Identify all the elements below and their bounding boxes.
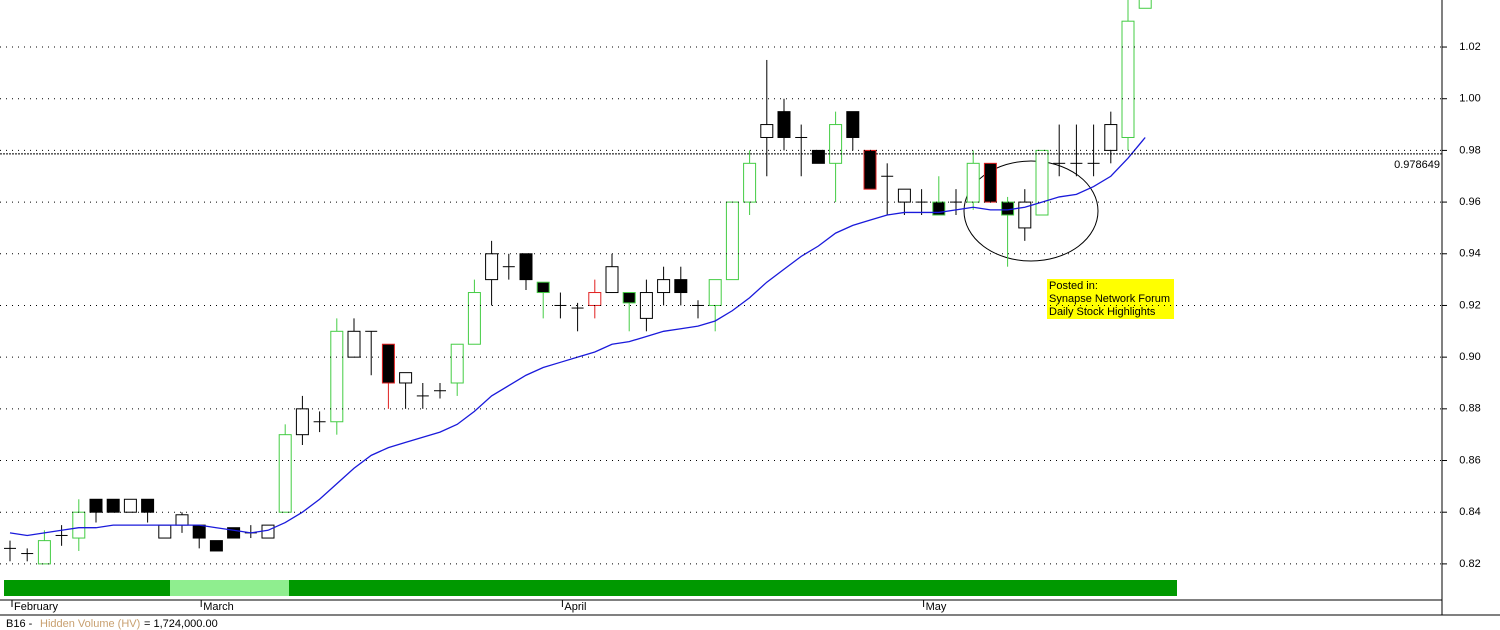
candle-body [123,498,137,513]
x-tick-label: February [14,601,59,613]
footer-indicator: Hidden Volume (HV) [40,618,140,630]
y-tick-label: 0.98 [1459,144,1480,156]
candle-body [897,188,911,203]
candle-body [1035,149,1049,216]
indicator-bar [4,580,170,596]
candle-body [846,111,860,138]
candle-body [295,408,309,436]
candle-body [1138,0,1152,9]
candle-body [1121,20,1135,138]
x-tick-label: April [564,601,586,613]
footer-value: = 1,724,000.00 [144,618,218,630]
candle-body [485,253,499,281]
candle-body [519,253,533,281]
annotation-box [1047,279,1174,319]
candle-body [725,201,739,281]
x-tick-label: March [203,601,234,613]
candle-body [141,498,155,513]
y-tick-label: 0.96 [1459,196,1480,208]
y-tick-label: 0.90 [1459,351,1480,363]
candle-body [743,162,757,203]
candle-body [89,498,103,513]
indicator-bar [289,580,1177,596]
candle-body [811,149,825,164]
y-tick-label: 1.00 [1459,93,1480,105]
candle-body [622,292,636,304]
candle-body [605,266,619,294]
candle-body [261,524,275,539]
annotation-text: Daily Stock Highlights [1049,306,1156,318]
candle-body [966,162,980,203]
candle-body [863,149,877,190]
candle-body [674,279,688,294]
candle-body [347,330,361,358]
candle-body [450,343,464,384]
candle-body [777,111,791,138]
reference-label: 0.978649 [1394,159,1440,171]
plot-area [4,0,1152,565]
candle-body [1001,201,1015,216]
candle-body [381,343,395,384]
candle-body [106,498,120,513]
moving-average [9,137,1146,537]
candle-body [467,292,481,345]
candle-body [639,292,653,319]
y-tick-label: 0.82 [1459,558,1480,570]
annotation-text: Posted in: [1049,280,1098,292]
candle-body [1018,201,1032,229]
candle-body [1104,124,1118,151]
candle-body [37,540,51,565]
candle-body [829,124,843,164]
x-tick-label: May [926,601,947,613]
y-tick-label: 0.92 [1459,299,1480,311]
y-tick-label: 0.84 [1459,506,1480,518]
candle-body [158,524,172,539]
highlight-ellipse [963,160,1099,262]
candle-body [72,511,86,539]
footer-symbol: B16 - [6,618,33,630]
candle-body [209,540,223,552]
candle-body [330,330,344,423]
candle-body [760,124,774,138]
y-tick-label: 1.02 [1459,41,1480,53]
candle-body [708,279,722,306]
candle-body [983,162,997,203]
y-tick-label: 0.88 [1459,403,1480,415]
indicator-bar [170,580,289,596]
y-tick-label: 0.94 [1459,248,1480,260]
candle-body [192,524,206,539]
candle-body [227,527,241,539]
candle-body [175,514,189,526]
y-tick-label: 0.86 [1459,454,1480,466]
candle-body [399,372,413,384]
candle-body [657,279,671,294]
candle-body [588,292,602,306]
candle-body [278,434,292,513]
candle-body [536,281,550,294]
annotation-text: Synapse Network Forum [1049,293,1170,305]
